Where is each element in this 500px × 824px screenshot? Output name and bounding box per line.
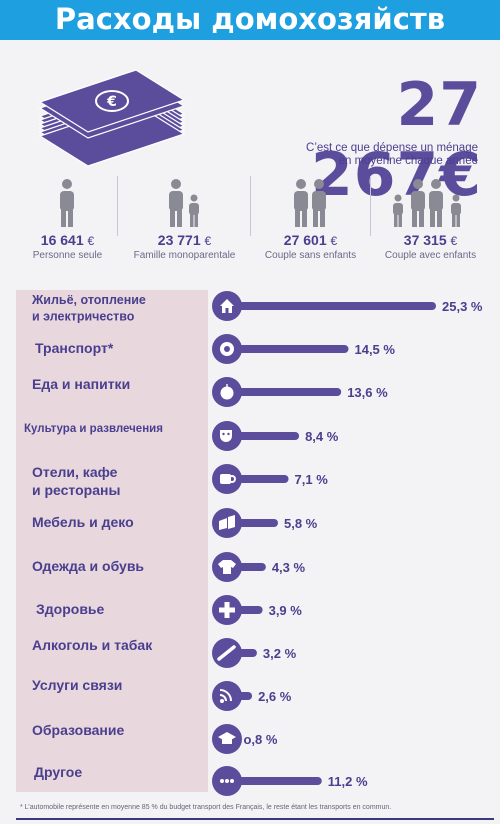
category-label-panel [16, 290, 208, 792]
data-label: 7,1 % [295, 472, 329, 487]
divider [250, 176, 251, 236]
category-label: Транспорт* [35, 340, 114, 356]
cup-icon [212, 464, 242, 494]
subtitle-line-1: C’est ce que dépense un ménage [306, 142, 478, 154]
chart-row: Жильё, отопление и электричество 25,3 % [31, 291, 483, 324]
household-single-parent: 23 771 € Famille monoparentale [122, 170, 247, 266]
chart-row: Транспорт* 14,5 % [35, 334, 395, 364]
data-label: 13,6 % [347, 385, 388, 400]
single-person-icon [60, 179, 74, 227]
page-title: Расходы домохозяйств [0, 0, 500, 40]
chart-row: Алкоголь и табак 3,2 % [32, 637, 297, 668]
data-label: 2,6 % [258, 689, 292, 704]
household-single-parent-amount: 23 771 € [157, 232, 212, 248]
household-single-parent-label: Famille monoparentale [133, 250, 236, 261]
data-label: 3,2 % [263, 646, 297, 661]
chart-row: Образование o,8 % [32, 722, 278, 754]
data-label: 3,9 % [269, 603, 303, 618]
apple-icon [212, 377, 242, 407]
chart-row: Другое 11,2 % [34, 764, 368, 796]
house-icon [212, 291, 242, 321]
household-couple-label: Couple sans enfants [264, 250, 357, 261]
data-label: 5,8 % [284, 516, 318, 531]
chart-row: Одежда и обувь 4,3 % [32, 552, 306, 582]
household-family-label: Couple avec enfants [384, 250, 477, 261]
ellipsis-icon [212, 766, 242, 796]
chart-row: Услуги связи 2,6 % [32, 677, 292, 711]
category-label: Другое [34, 764, 82, 780]
chart-row: Отели, кафе и рестораны 7,1 % [32, 464, 328, 498]
furniture-icon [212, 508, 242, 538]
subtitle-line-2: en moyenne chaque année [338, 155, 478, 167]
footnote: * L’automobile représente en moyenne 85 … [20, 804, 392, 811]
household-family: 37 315 € Couple avec enfants [368, 170, 493, 266]
category-label: Образование [32, 722, 124, 738]
household-family-amount: 37 315 € [403, 232, 458, 248]
category-label: Еда и напитки [32, 376, 130, 392]
data-label: 4,3 % [272, 560, 306, 575]
household-couple-amount: 27 601 € [283, 232, 338, 248]
tshirt-icon [212, 552, 242, 582]
chart-row: Здоровье 3,9 % [36, 595, 302, 625]
single-parent-family-icon [169, 179, 199, 227]
rss-icon [212, 681, 242, 711]
category-label: Алкоголь и табак [32, 637, 153, 653]
bottom-rule [16, 818, 494, 820]
chart-row: Мебель и деко 5,8 % [32, 508, 318, 538]
banknotes-euro-icon: € [38, 69, 186, 167]
cigarette-icon [212, 638, 242, 668]
cross-icon [212, 595, 242, 625]
household-single: 16 641 € Personne seule [5, 170, 130, 266]
wheel-icon [212, 334, 242, 364]
data-label: 11,2 % [328, 774, 368, 789]
divider [370, 176, 371, 236]
category-label: Отели, кафе и рестораны [32, 464, 120, 498]
chart-row: Еда и напитки 13,6 % [32, 376, 388, 407]
category-label: Услуги связи [32, 677, 122, 693]
category-label: Мебель и деко [32, 514, 134, 530]
family-with-children-icon [393, 179, 461, 227]
category-label: Здоровье [36, 601, 105, 617]
divider [117, 176, 118, 236]
data-label: o,8 % [243, 732, 277, 747]
graduation-cap-icon [212, 724, 242, 754]
theater-masks-icon [212, 421, 242, 451]
data-label: 25,3 % [442, 299, 483, 314]
household-single-amount: 16 641 € [40, 232, 95, 248]
category-label: Жильё, отопление и электричество [31, 293, 146, 324]
data-label: 14,5 % [354, 342, 395, 357]
chart-row: Культура и развлечения 8,4 % [24, 421, 339, 451]
total-subtitle: C’est ce que dépense un ménage en moyenn… [250, 142, 478, 168]
svg-text:€: € [106, 94, 117, 110]
data-label: 8,4 % [305, 429, 339, 444]
category-label: Одежда и обувь [32, 558, 144, 574]
category-label: Культура и развлечения [24, 423, 163, 435]
household-couple: 27 601 € Couple sans enfants [248, 170, 373, 266]
household-single-label: Personne seule [32, 250, 103, 261]
couple-icon [294, 179, 326, 227]
expense-bar-chart: Жильё, отопление и электричество 25,3 % Тра… [24, 291, 483, 796]
